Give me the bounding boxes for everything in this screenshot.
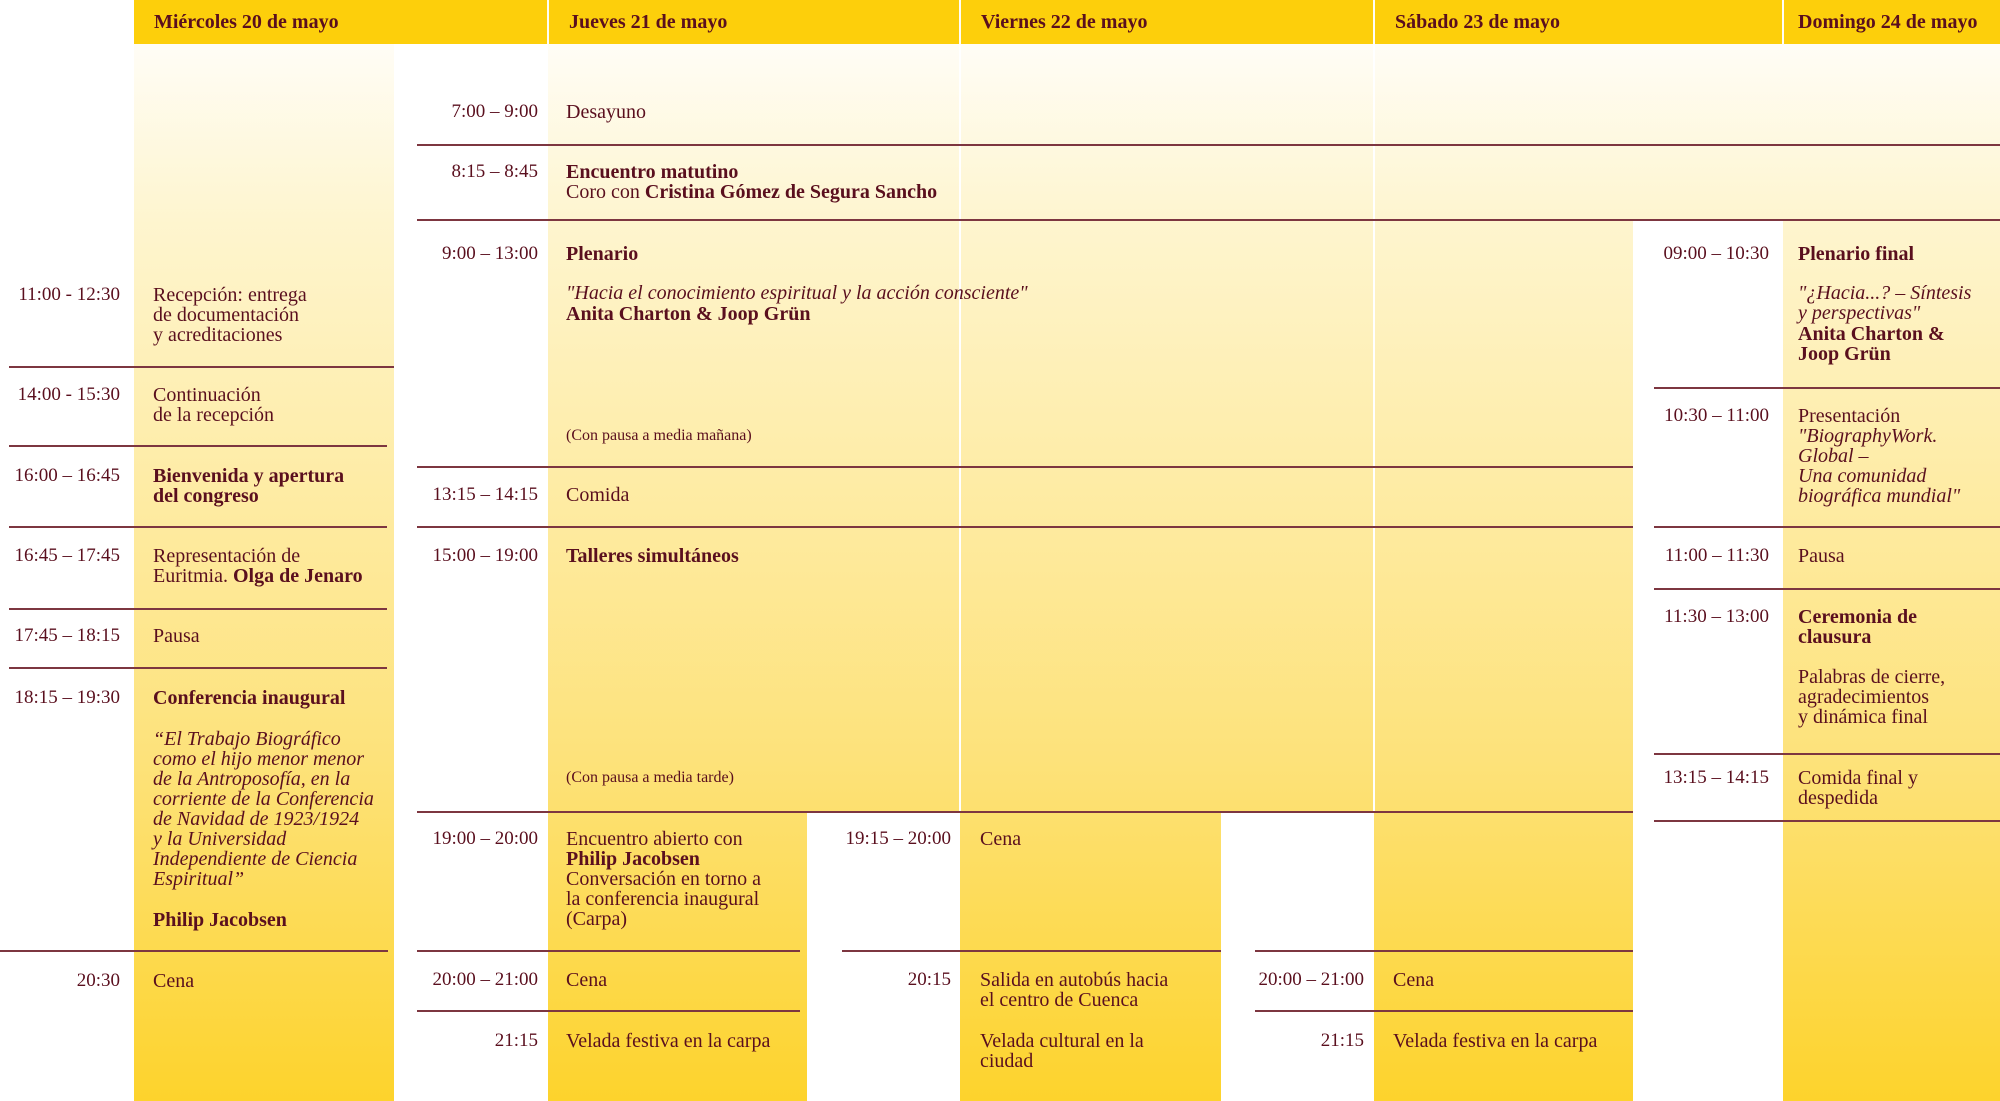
session-text: Comida final y despedida	[1798, 767, 1918, 809]
session-text: Palabras de cierre, agradecimientos y di…	[1798, 666, 1946, 728]
session-text: Pausa	[1798, 545, 1845, 567]
divider	[9, 526, 387, 528]
session-text: Salida en autobús hacia el centro de Cue…	[980, 969, 1169, 1011]
divider	[417, 219, 2000, 221]
session-title: Bienvenida y apertura del congreso	[153, 465, 345, 507]
column-divider	[1373, 44, 1375, 811]
session-time: 13:15 – 14:15	[432, 484, 538, 505]
session-time: 14:00 - 15:30	[17, 384, 120, 405]
session-title: Conferencia inaugural	[153, 687, 346, 709]
session-time: 16:00 – 16:45	[14, 465, 120, 486]
session-time: 19:00 – 20:00	[432, 828, 538, 849]
session-text: Velada festiva en la carpa	[1393, 1030, 1598, 1052]
session-title: Talleres simultáneos	[566, 545, 739, 567]
session-time: 16:45 – 17:45	[14, 545, 120, 566]
divider	[9, 608, 387, 610]
session-time: 09:00 – 10:30	[1663, 243, 1769, 264]
session-note: (Con pausa a media tarde)	[566, 769, 734, 786]
speaker-name: Anita Charton & Joop Grün	[1798, 323, 1945, 365]
session-time: 17:45 – 18:15	[14, 625, 120, 646]
session-time: 21:15	[1320, 1030, 1364, 1051]
session-text: Comida	[566, 484, 630, 506]
divider	[1654, 753, 2000, 755]
session-text: Coro con	[566, 181, 645, 203]
divider	[1654, 588, 2000, 590]
session-time: 20:30	[76, 970, 120, 991]
session-time: 7:00 – 9:00	[451, 101, 538, 122]
session-time: 9:00 – 13:00	[441, 243, 538, 264]
session-text: Recepción: entrega de documentación y ac…	[153, 284, 307, 346]
divider	[1654, 820, 2000, 822]
session-title: Plenario	[566, 243, 639, 265]
divider	[417, 466, 1633, 468]
session-time: 13:15 – 14:15	[1663, 767, 1769, 788]
day-header-saturday: Sábado 23 de mayo	[1375, 0, 1782, 44]
divider	[417, 1010, 800, 1012]
divider	[417, 950, 800, 952]
session-time: 20:00 – 21:00	[432, 969, 538, 990]
session-time: 19:15 – 20:00	[845, 828, 951, 849]
time-gutter	[394, 44, 548, 1101]
divider	[417, 526, 1633, 528]
session-text: Velada cultural en la ciudad	[980, 1030, 1144, 1072]
divider	[1654, 387, 2000, 389]
session-quote: “El Trabajo Biográfico como el hijo meno…	[153, 728, 374, 890]
session-title: Encuentro matutino	[566, 161, 739, 183]
column-divider	[959, 44, 961, 811]
session-text: Cena	[980, 828, 1022, 850]
day-header-wednesday: Miércoles 20 de mayo	[134, 0, 547, 44]
session-time: 11:00 - 12:30	[18, 284, 120, 305]
session-time: 11:30 – 13:00	[1664, 606, 1769, 627]
divider	[842, 950, 1221, 952]
time-gutter	[1633, 219, 1783, 1101]
speaker-name: Philip Jacobsen	[153, 909, 287, 931]
session-text: Representación de Euritmia. Olga de Jena…	[153, 546, 363, 586]
session-time: 8:15 – 8:45	[451, 161, 538, 182]
time-gutter	[807, 811, 960, 1101]
session-note: (Con pausa a media mañana)	[566, 427, 752, 444]
session-text: Cena	[1393, 969, 1435, 991]
session-text: Cena	[566, 969, 608, 991]
session-quote: "Hacia el conocimiento espiritual y la a…	[566, 282, 1028, 304]
session-time: 10:30 – 11:00	[1664, 405, 1769, 426]
session-text: Continuación de la recepción	[153, 384, 275, 426]
divider	[0, 950, 388, 952]
session-time: 20:15	[907, 969, 951, 990]
divider	[9, 366, 394, 368]
session-time: 20:00 – 21:00	[1258, 969, 1364, 990]
session-text: Cena	[153, 970, 195, 992]
session-text: Desayuno	[566, 101, 646, 123]
session-text: Presentación	[1798, 405, 1901, 427]
session-text: Encuentro abierto con	[566, 828, 743, 850]
session-title: Ceremonia de clausura	[1798, 606, 1918, 648]
session-quote: "BiographyWork. Global – Una comunidad b…	[1798, 425, 1961, 507]
session-text: Representación de Euritmia.	[153, 545, 301, 587]
session-time: 18:15 – 19:30	[14, 687, 120, 708]
time-gutter	[0, 0, 134, 1101]
session-time: 15:00 – 19:00	[432, 545, 538, 566]
divider	[9, 445, 387, 447]
divider	[1255, 950, 1633, 952]
divider	[1654, 526, 2000, 528]
session-time: 11:00 – 11:30	[1664, 545, 1769, 566]
speaker-name: Cristina Gómez de Segura Sancho	[644, 181, 938, 203]
session-time: 21:15	[494, 1030, 538, 1051]
session-text: Pausa	[153, 625, 200, 647]
session-text: Conversación en torno a la conferencia i…	[566, 868, 761, 930]
speaker-name: Anita Charton & Joop Grün	[566, 303, 811, 325]
speaker-name: Philip Jacobsen	[566, 848, 700, 870]
day-header-thursday: Jueves 21 de mayo	[549, 0, 959, 44]
divider	[1255, 1010, 1633, 1012]
speaker-name: Olga de Jenaro	[232, 565, 363, 587]
day-header-friday: Viernes 22 de mayo	[961, 0, 1373, 44]
session-quote: "¿Hacia...? – Síntesis y perspectivas"	[1798, 282, 1972, 324]
session-text: Coro con Cristina Gómez de Segura Sancho	[566, 182, 937, 202]
session-text: Velada festiva en la carpa	[566, 1030, 771, 1052]
day-header-sunday: Domingo 24 de mayo	[1784, 0, 2000, 44]
time-gutter	[1221, 811, 1374, 1101]
session-title: Plenario final	[1798, 243, 1915, 265]
divider	[9, 667, 387, 669]
divider	[417, 811, 1633, 813]
divider	[417, 144, 2000, 146]
